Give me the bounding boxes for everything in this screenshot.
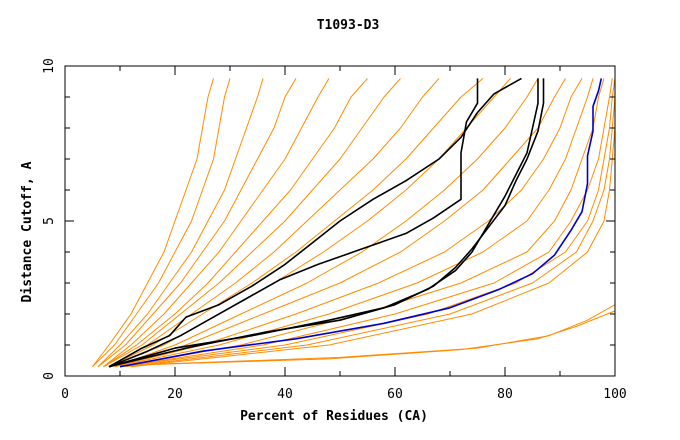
series-line-16: [119, 78, 616, 368]
x-tick-label: 40: [277, 387, 293, 402]
series-line-1: [92, 78, 231, 368]
series-layer: [92, 77, 616, 368]
x-tick-label: 0: [61, 387, 69, 402]
series-line-25: [119, 78, 603, 368]
chart-title: T1093-D3: [317, 18, 380, 33]
series-line-7: [108, 78, 440, 368]
x-tick-label: 100: [603, 387, 626, 402]
series-line-4: [103, 78, 330, 368]
x-tick-label: 80: [497, 387, 513, 402]
x-axis-label: Percent of Residues (CA): [240, 409, 428, 424]
series-line-0: [92, 78, 214, 368]
ticks-layer: 0 20 40 60 80 100 0 5 10: [42, 58, 627, 402]
x-tick-label: 20: [167, 387, 183, 402]
series-line-22: [108, 78, 479, 368]
series-line-6: [103, 78, 401, 368]
series-line-17: [125, 78, 616, 368]
y-axis-label: Distance Cutoff, A: [20, 161, 35, 302]
y-tick-label: 0: [42, 372, 57, 380]
series-line-11: [114, 78, 566, 368]
series-line-3: [97, 78, 297, 368]
series-line-14: [119, 78, 605, 368]
series-line-10: [114, 78, 539, 368]
series-line-8: [108, 78, 484, 368]
series-line-24: [108, 78, 545, 368]
series-line-13: [114, 78, 594, 368]
x-tick-label: 60: [387, 387, 403, 402]
series-line-2: [97, 78, 264, 368]
series-line-5: [103, 78, 368, 368]
y-tick-label: 5: [42, 217, 57, 225]
series-line-15: [119, 78, 613, 368]
series-line-12: [114, 78, 583, 368]
y-tick-label: 10: [42, 58, 57, 74]
series-line-21: [108, 77, 522, 368]
